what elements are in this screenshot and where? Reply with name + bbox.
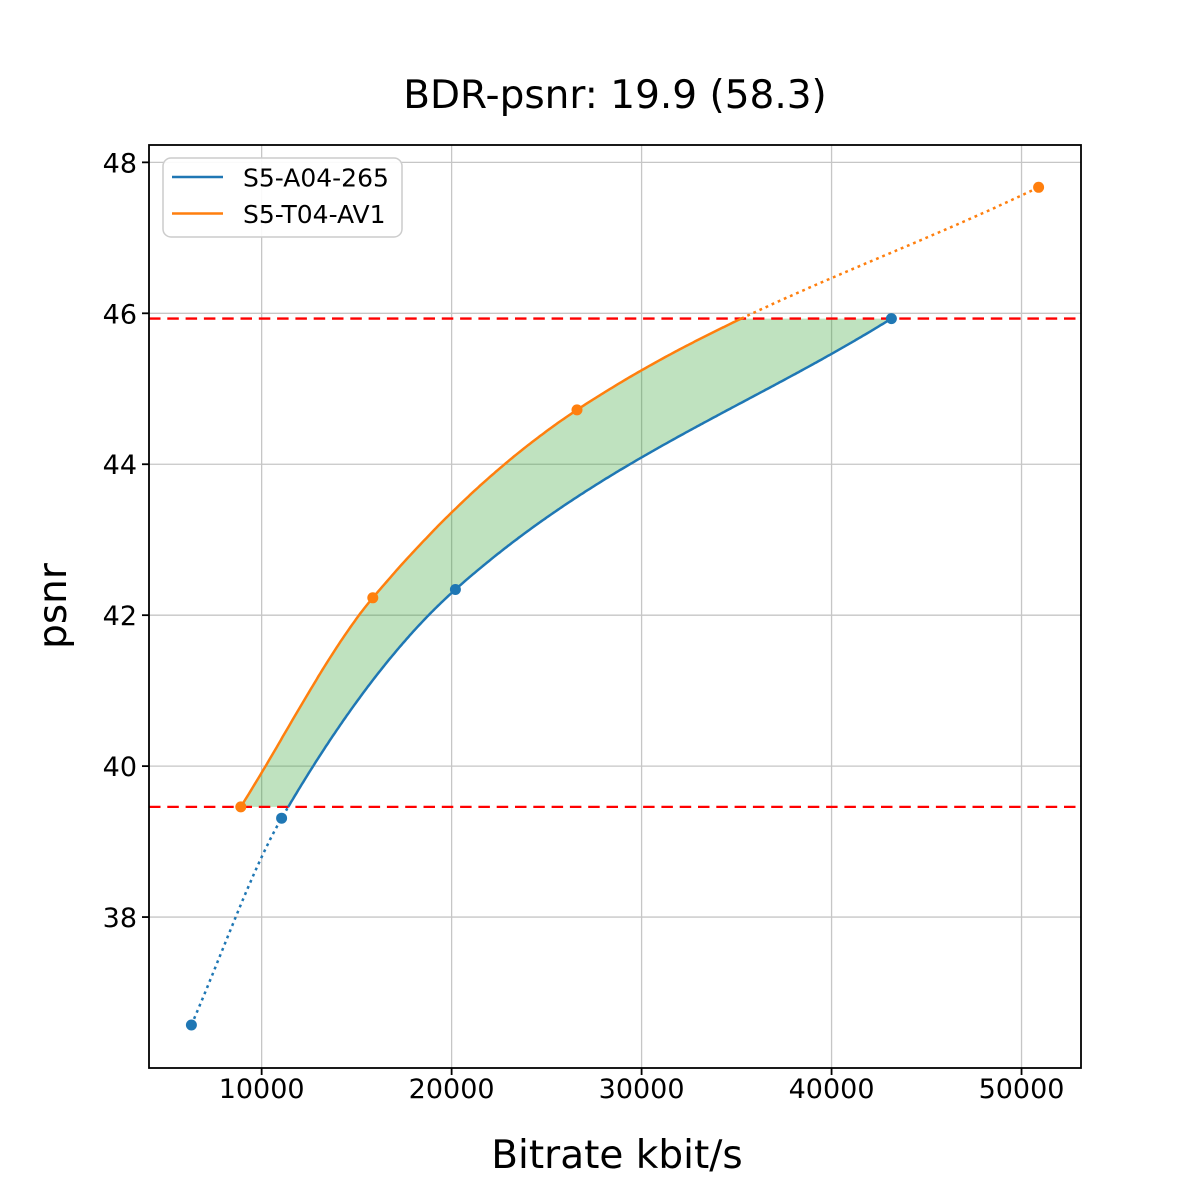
y-tick-label: 42 xyxy=(103,601,137,632)
chart-title: BDR-psnr: 19.9 (58.3) xyxy=(403,73,827,118)
series-2-data-point-marker xyxy=(367,592,379,604)
series-2-solid-curve xyxy=(239,317,742,808)
series-1-solid-curve xyxy=(287,317,893,808)
series-1-data-point-marker xyxy=(185,1019,197,1031)
chart-layers: 10000 20000 30000 40000 50000 38 40 42 44 46 48 xyxy=(103,144,1082,1105)
y-tick-label: 40 xyxy=(103,752,137,783)
plot-border xyxy=(148,144,1082,1069)
legend-label-1: S5-A04-265 xyxy=(243,164,389,193)
series-1-data-point-marker xyxy=(449,584,461,595)
y-tick-label: 38 xyxy=(103,903,137,934)
series-2-dotted-curve xyxy=(740,186,1040,320)
bd-overlap-shaded-region xyxy=(240,318,892,807)
x-axis-label: Bitrate kbit/s xyxy=(491,1133,742,1178)
x-tick-label: 40000 xyxy=(789,1074,875,1105)
series-2-data-point-marker xyxy=(571,404,583,416)
y-tick-label: 48 xyxy=(103,148,137,179)
series-2-data-point-marker xyxy=(235,801,247,813)
x-tick-label: 20000 xyxy=(409,1074,495,1105)
x-tick-label: 30000 xyxy=(599,1074,685,1105)
y-tick-label: 46 xyxy=(103,299,137,330)
series-1-dotted-curve xyxy=(190,806,290,1026)
y-axis-label: psnr xyxy=(31,562,76,649)
y-tick-label: 44 xyxy=(103,450,137,481)
x-tick-label: 10000 xyxy=(219,1074,305,1105)
legend-label-2: S5-T04-AV1 xyxy=(243,200,386,229)
legend: S5-A04-265 S5-T04-AV1 xyxy=(162,157,403,238)
series-1-data-point-marker xyxy=(885,313,897,325)
x-tick-label: 50000 xyxy=(979,1074,1065,1105)
series-2-data-point-marker xyxy=(1033,181,1045,193)
series-1-data-point-marker xyxy=(276,812,288,824)
